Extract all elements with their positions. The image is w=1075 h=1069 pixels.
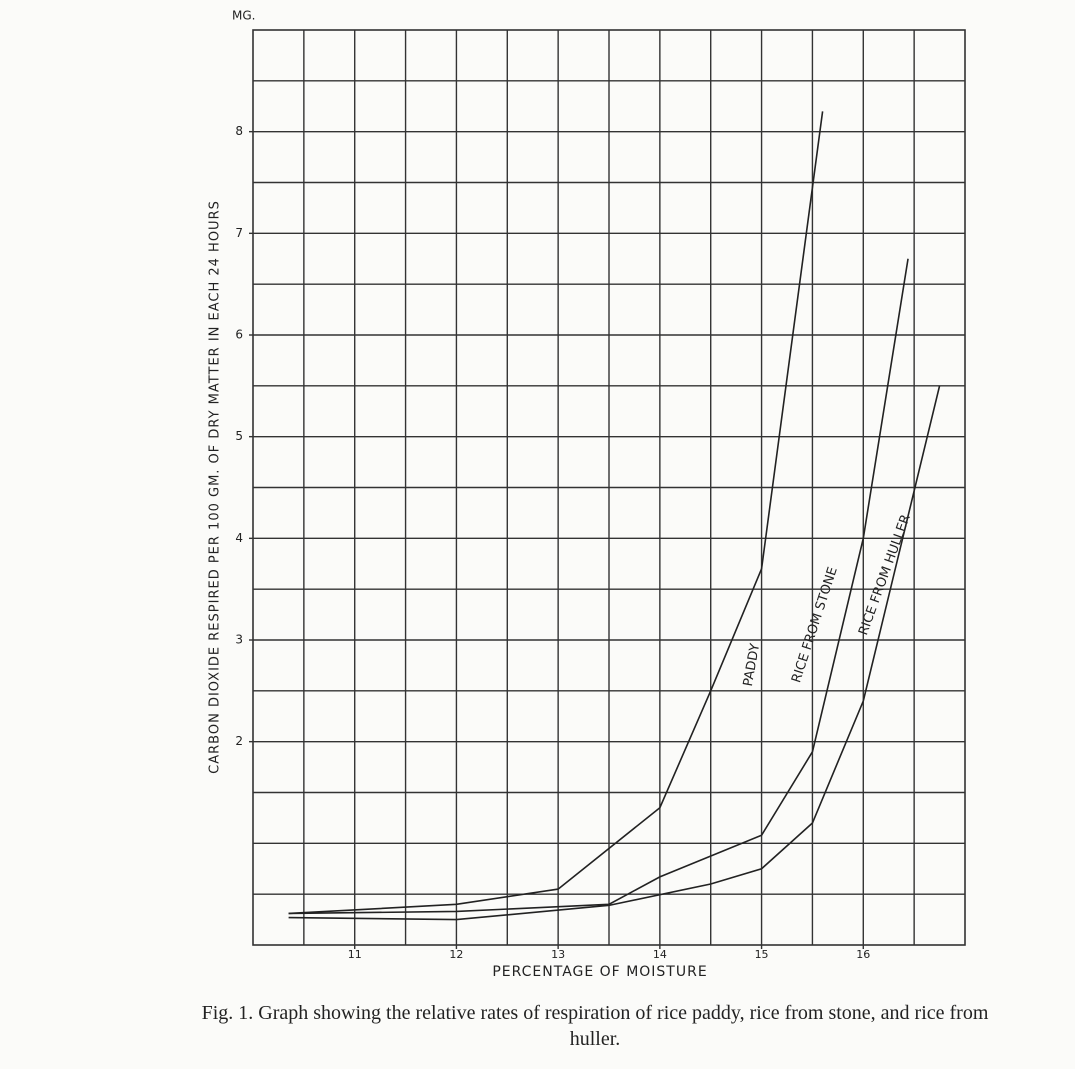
x-tick-label: 16 — [856, 948, 870, 961]
series-line — [288, 258, 909, 915]
y-tick-label: 2 — [235, 734, 243, 748]
y-tick-label: 8 — [235, 124, 243, 138]
x-tick-label: 11 — [348, 948, 362, 961]
y-unit: MG. — [232, 9, 255, 23]
y-tick-label: 4 — [235, 531, 243, 545]
chart: MG. CARBON DIOXIDE RESPIRED PER 100 GM. … — [208, 9, 966, 980]
series-line — [288, 385, 941, 921]
y-tick-label: 6 — [235, 328, 243, 342]
y-tick-label: 5 — [235, 429, 243, 443]
y-axis-label: CARBON DIOXIDE RESPIRED PER 100 GM. OF D… — [208, 200, 223, 774]
y-tick-label: 7 — [235, 226, 243, 240]
series-line — [288, 111, 824, 915]
x-tick-label: 13 — [551, 948, 565, 961]
x-axis-label: PERCENTAGE OF MOISTURE — [492, 964, 707, 980]
x-tick-label: 12 — [449, 948, 463, 961]
caption: Fig. 1. Graph showing the relative rates… — [201, 1002, 989, 1050]
series-label: PADDY — [741, 642, 763, 687]
y-tick-label: 3 — [235, 633, 243, 647]
x-tick-label: 14 — [653, 948, 667, 961]
x-tick-label: 15 — [755, 948, 769, 961]
